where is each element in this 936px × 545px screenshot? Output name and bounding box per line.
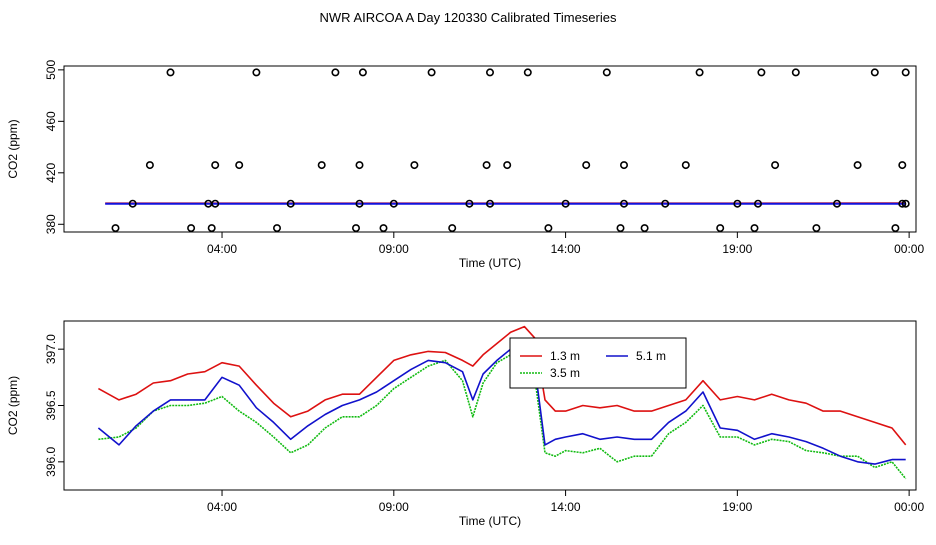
data-point bbox=[504, 162, 510, 168]
data-point bbox=[696, 69, 702, 75]
legend-label: 1.3 m bbox=[550, 349, 580, 363]
data-point bbox=[356, 162, 362, 168]
data-point bbox=[892, 225, 898, 231]
data-point bbox=[380, 225, 386, 231]
y-tick-label: 396.0 bbox=[44, 446, 58, 476]
y-tick-label: 380 bbox=[44, 214, 58, 234]
series-line-0 bbox=[98, 327, 905, 445]
x-tick-label: 00:00 bbox=[894, 500, 924, 514]
data-point bbox=[583, 162, 589, 168]
data-point bbox=[621, 162, 627, 168]
y-tick-label: 420 bbox=[44, 162, 58, 182]
data-point bbox=[167, 69, 173, 75]
legend-label: 3.5 m bbox=[550, 366, 580, 380]
data-point bbox=[872, 69, 878, 75]
x-tick-label: 04:00 bbox=[207, 242, 237, 256]
y-axis-label: CO2 (ppm) bbox=[6, 119, 20, 178]
data-point bbox=[353, 225, 359, 231]
data-point bbox=[683, 162, 689, 168]
data-point bbox=[236, 162, 242, 168]
data-point bbox=[793, 69, 799, 75]
y-tick-label: 500 bbox=[44, 60, 58, 80]
y-tick-label: 396.5 bbox=[44, 390, 58, 420]
data-point bbox=[112, 225, 118, 231]
x-tick-label: 19:00 bbox=[722, 500, 752, 514]
data-point bbox=[604, 69, 610, 75]
bottom-panel: 04:00 09:00 14:00 19:00 00:00 Time (UTC) 396.0… bbox=[6, 321, 924, 528]
data-point bbox=[253, 69, 259, 75]
series-line-2 bbox=[98, 349, 905, 464]
data-point bbox=[758, 69, 764, 75]
x-tick-label: 14:00 bbox=[551, 242, 581, 256]
data-point bbox=[147, 162, 153, 168]
data-point bbox=[483, 162, 489, 168]
data-point bbox=[487, 69, 493, 75]
data-point bbox=[717, 225, 723, 231]
data-point bbox=[428, 69, 434, 75]
data-point bbox=[188, 225, 194, 231]
legend-box bbox=[510, 338, 686, 388]
data-point bbox=[903, 69, 909, 75]
x-tick-label: 14:00 bbox=[551, 500, 581, 514]
data-point bbox=[411, 162, 417, 168]
data-point bbox=[545, 225, 551, 231]
x-tick-label: 04:00 bbox=[207, 500, 237, 514]
y-axis-label: CO2 (ppm) bbox=[6, 376, 20, 435]
data-point bbox=[360, 69, 366, 75]
x-axis-label: Time (UTC) bbox=[459, 514, 521, 528]
data-point bbox=[641, 225, 647, 231]
data-point bbox=[319, 162, 325, 168]
x-tick-label: 09:00 bbox=[379, 500, 409, 514]
legend: 1.3 m 5.1 m 3.5 m bbox=[510, 338, 686, 388]
legend-label: 5.1 m bbox=[636, 349, 666, 363]
data-point bbox=[525, 69, 531, 75]
y-tick-label: 460 bbox=[44, 111, 58, 131]
x-axis-label: Time (UTC) bbox=[459, 256, 521, 270]
top-panel: 04:00 09:00 14:00 19:00 00:00 Time (UTC) 380 42… bbox=[6, 60, 924, 270]
series-line-1 bbox=[98, 355, 905, 479]
data-point bbox=[212, 162, 218, 168]
data-point bbox=[274, 225, 280, 231]
data-point bbox=[617, 225, 623, 231]
y-tick-label: 397.0 bbox=[44, 334, 58, 364]
data-point bbox=[449, 225, 455, 231]
x-tick-label: 00:00 bbox=[894, 242, 924, 256]
data-point bbox=[854, 162, 860, 168]
data-point bbox=[813, 225, 819, 231]
x-tick-label: 19:00 bbox=[722, 242, 752, 256]
data-point bbox=[751, 225, 757, 231]
chart-title: NWR AIRCOA A Day 120330 Calibrated Times… bbox=[320, 10, 617, 25]
data-point bbox=[899, 162, 905, 168]
data-point bbox=[209, 225, 215, 231]
data-point bbox=[332, 69, 338, 75]
x-tick-label: 09:00 bbox=[379, 242, 409, 256]
data-point bbox=[772, 162, 778, 168]
